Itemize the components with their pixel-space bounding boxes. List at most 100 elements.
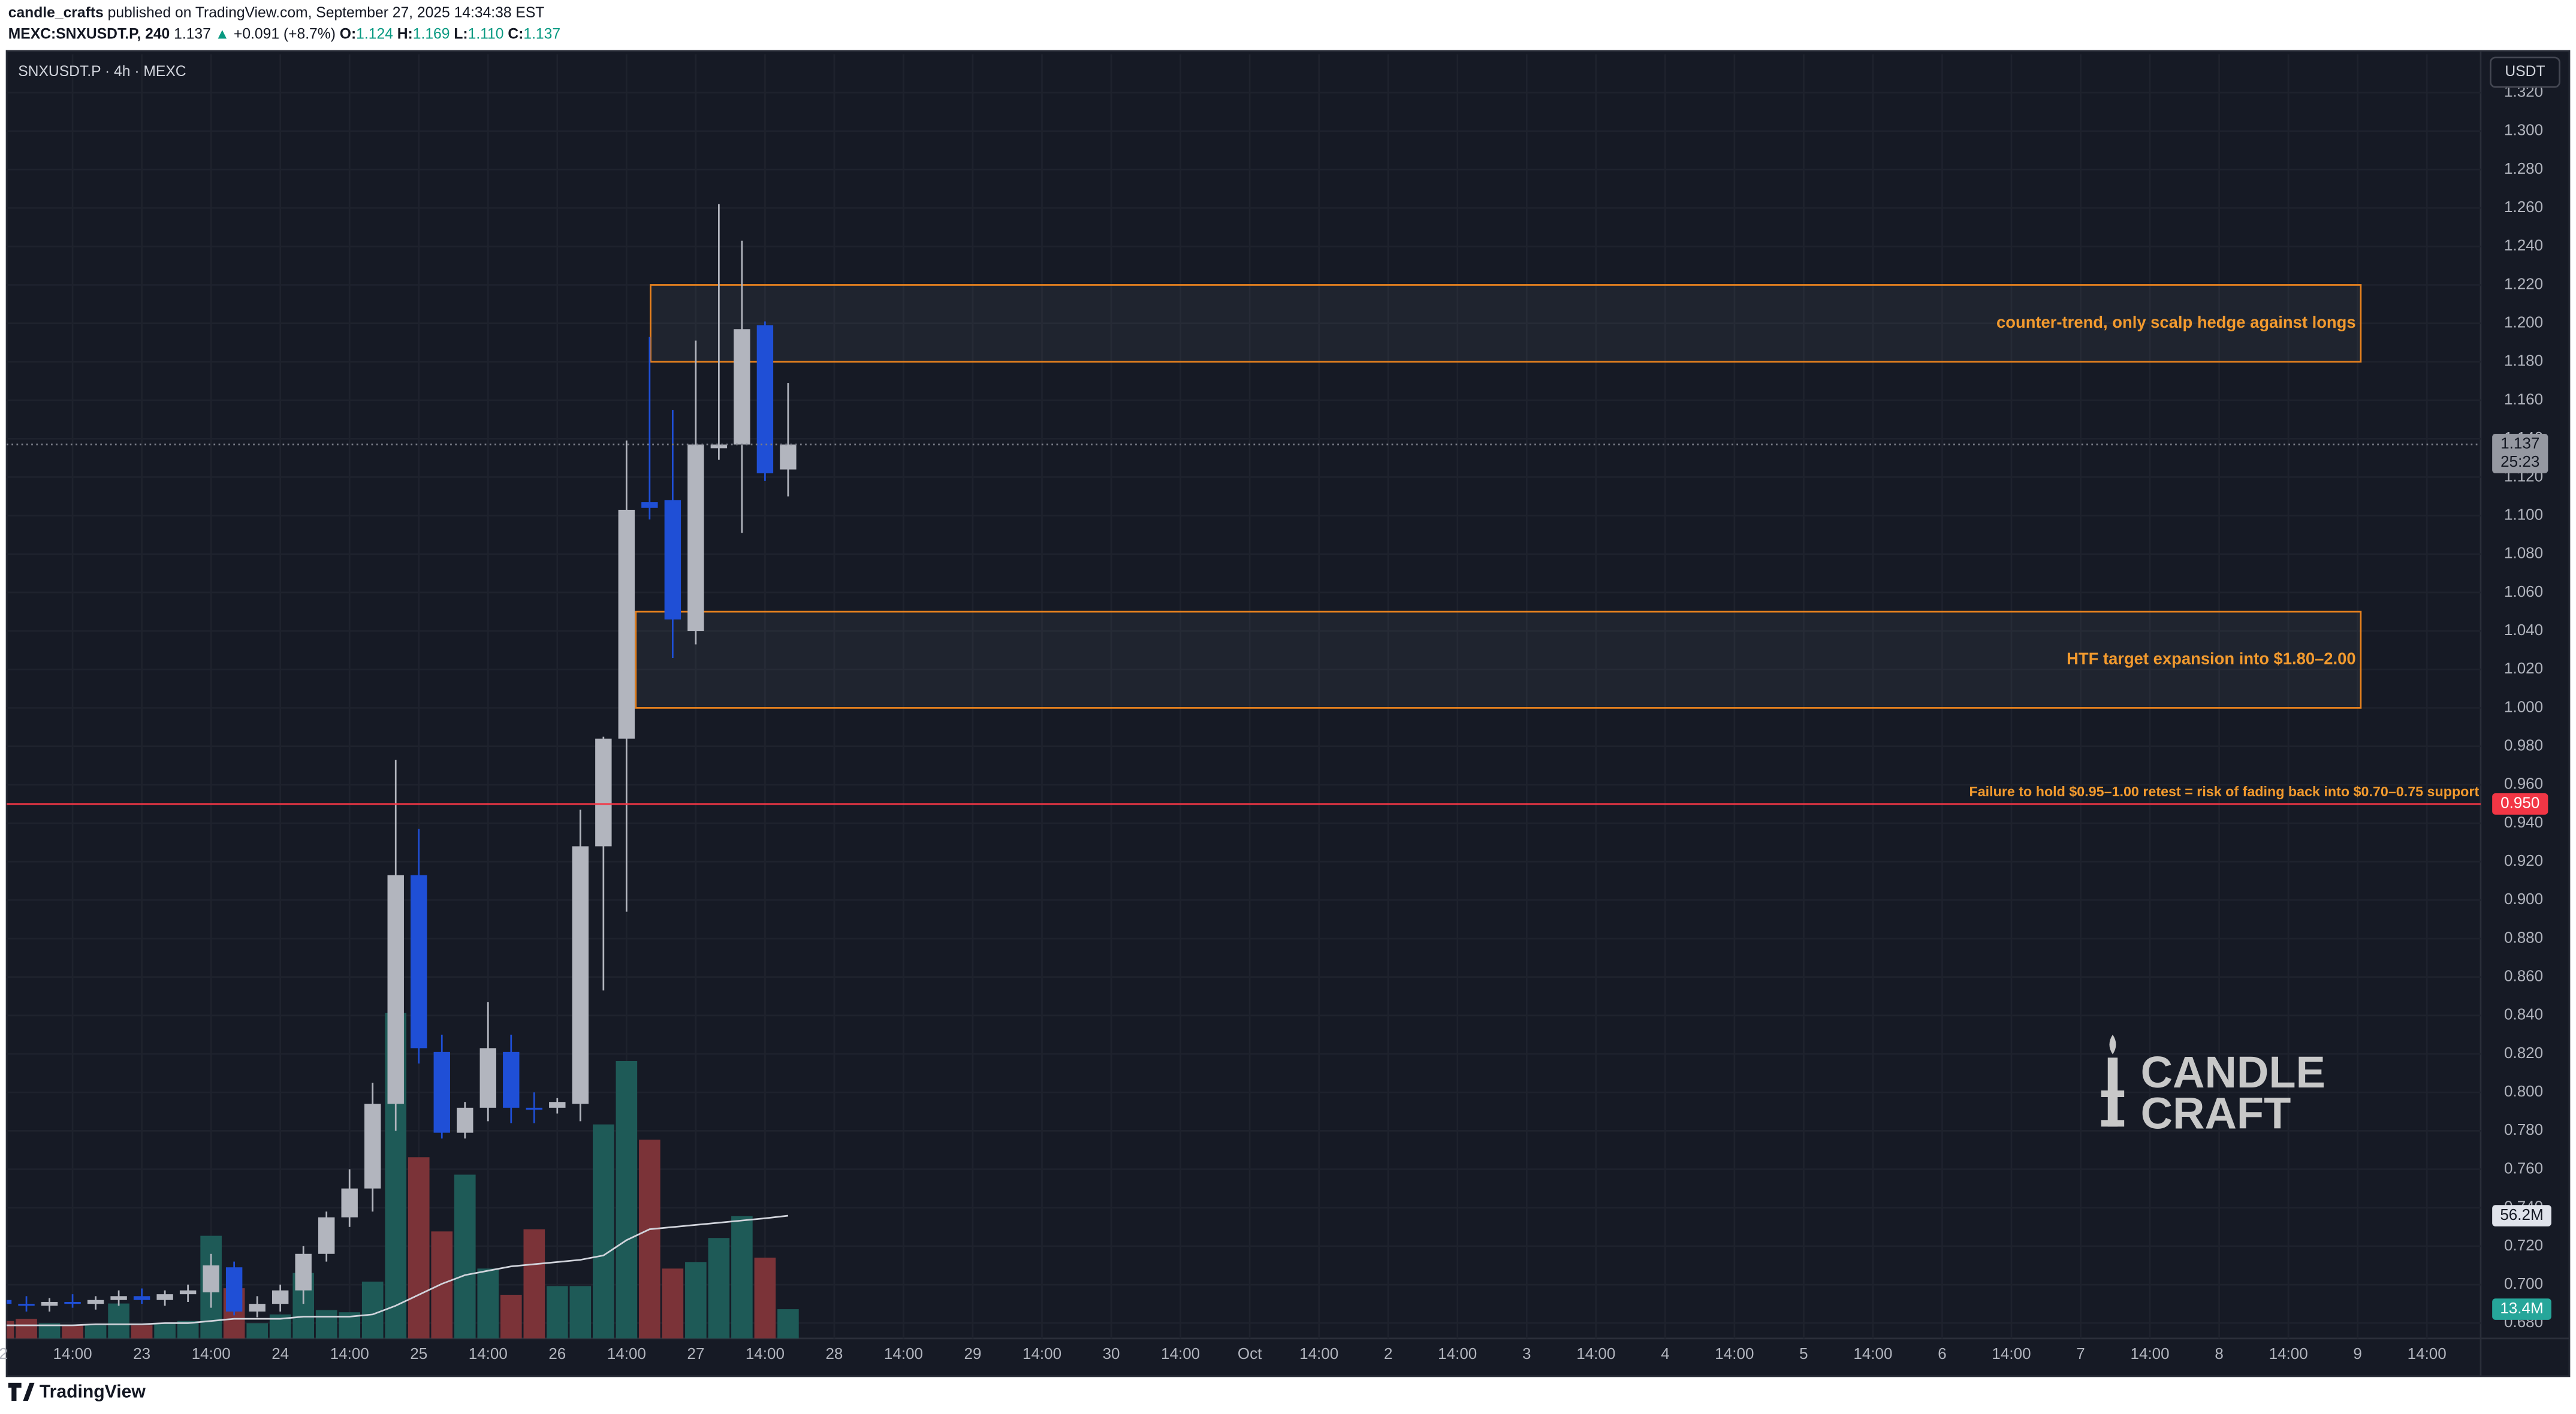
x-tick-label: 26 — [548, 1344, 566, 1362]
y-tick-label: 0.900 — [2504, 890, 2543, 908]
volume-bar — [639, 1140, 660, 1339]
zone-annotation: counter-trend, only scalp hedge against … — [1996, 313, 2356, 331]
candle-body — [503, 1052, 520, 1108]
close-label: C: — [508, 26, 523, 42]
high-label: H: — [397, 26, 413, 42]
watermark-text: CANDLE — [2141, 1047, 2325, 1097]
y-tick-label: 1.200 — [2504, 313, 2543, 331]
low-label: L: — [454, 26, 467, 42]
candle-body — [526, 1107, 542, 1110]
volume-ma-label: 56.2M — [2500, 1205, 2543, 1223]
volume-bar — [108, 1303, 129, 1339]
footer-logo — [8, 1382, 35, 1401]
header-line-2: MEXC:SNXUSDT.P, 240 1.137 ▲ +0.091 (+8.7… — [8, 26, 560, 42]
volume-bar — [708, 1238, 730, 1339]
y-tick-label: 1.080 — [2504, 544, 2543, 562]
candle-body — [780, 444, 797, 470]
x-tick-label: 2 — [0, 1344, 8, 1362]
candle-body — [756, 325, 774, 473]
candle-body — [18, 1304, 35, 1306]
x-tick-label: 14:00 — [2408, 1344, 2447, 1362]
author: candle_crafts — [8, 4, 104, 20]
y-tick-label: 1.060 — [2504, 582, 2543, 600]
volume-bar — [85, 1325, 107, 1339]
watermark: CANDLE CRAFT — [2101, 1034, 2325, 1138]
arrow: ▲ — [215, 26, 230, 42]
volume-bar — [154, 1323, 176, 1339]
candle-body — [734, 329, 750, 445]
x-tick-label: 14:00 — [1438, 1344, 1477, 1362]
x-tick-label: 29 — [964, 1344, 982, 1362]
y-tick-label: 1.300 — [2504, 121, 2543, 139]
candle-body — [272, 1290, 289, 1304]
published: published on TradingView.com, September … — [108, 4, 545, 20]
x-tick-label: 14:00 — [192, 1344, 231, 1362]
x-tick-label: 6 — [1938, 1344, 1946, 1362]
candle-body — [618, 509, 635, 739]
level-label: 0.950 — [2500, 794, 2539, 812]
candle-body — [641, 502, 658, 508]
x-tick-label: 2 — [1384, 1344, 1392, 1362]
volume-bar — [685, 1262, 707, 1339]
candle-body — [572, 846, 589, 1104]
x-tick-label: 28 — [825, 1344, 843, 1362]
x-tick-label: 14:00 — [1715, 1344, 1754, 1362]
level-annotation: Failure to hold $0.95–1.00 retest = risk… — [1969, 784, 2480, 799]
y-tick-label: 0.760 — [2504, 1159, 2543, 1177]
candle-body — [664, 500, 681, 620]
x-tick-label: 27 — [687, 1344, 704, 1362]
candle-body — [433, 1052, 450, 1133]
y-tick-label: 0.940 — [2504, 813, 2543, 831]
volume-bar — [593, 1124, 614, 1339]
last-price-box — [2492, 434, 2548, 473]
countdown: 25:23 — [2500, 452, 2539, 470]
y-tick-label: 1.020 — [2504, 659, 2543, 677]
volume-bar — [777, 1309, 799, 1339]
low-value: 1.110 — [468, 26, 504, 42]
header-line-1: candle_crafts published on TradingView.c… — [8, 4, 545, 20]
footer-brand: TradingView — [40, 1382, 146, 1401]
x-tick-label: 7 — [2076, 1344, 2085, 1362]
candle-body — [179, 1290, 197, 1295]
y-tick-label: 0.820 — [2504, 1044, 2543, 1062]
candle-body — [249, 1304, 266, 1312]
volume-bar — [569, 1286, 592, 1339]
currency[interactable]: USDT — [2505, 64, 2545, 80]
volume-bar — [408, 1157, 430, 1339]
y-tick-label: 1.220 — [2504, 274, 2543, 292]
y-tick-label: 0.960 — [2504, 775, 2543, 793]
y-tick-label: 1.180 — [2504, 352, 2543, 370]
footer: TradingView — [8, 1382, 146, 1401]
candle-body — [133, 1296, 150, 1300]
close-value: 1.137 — [523, 26, 560, 42]
x-tick-label: 3 — [1522, 1344, 1531, 1362]
candle-body — [41, 1301, 58, 1306]
y-tick-label: 0.720 — [2504, 1236, 2543, 1254]
currency-button[interactable] — [2490, 56, 2560, 88]
volume-bar — [523, 1229, 545, 1339]
y-tick-label: 1.260 — [2504, 198, 2543, 216]
x-tick-label: 14:00 — [746, 1344, 785, 1362]
x-tick-label: 14:00 — [1161, 1344, 1200, 1362]
candle-body — [364, 1104, 381, 1189]
candle-body — [549, 1102, 566, 1108]
x-tick-label: 14:00 — [53, 1344, 92, 1362]
y-tick-label: 1.240 — [2504, 236, 2543, 254]
volume-bar — [477, 1268, 499, 1339]
x-tick-label: 30 — [1103, 1344, 1120, 1362]
x-tick-label: 24 — [272, 1344, 289, 1362]
zone — [650, 284, 2362, 363]
y-tick-label: 0.840 — [2504, 1005, 2543, 1023]
candle-body — [318, 1217, 335, 1254]
y-tick-label: 1.000 — [2504, 697, 2543, 715]
candle-body — [595, 738, 612, 847]
symbol: MEXC:SNXUSDT.P, 240 — [8, 26, 170, 42]
y-tick-label: 0.860 — [2504, 967, 2543, 985]
y-tick-label: 0.880 — [2504, 928, 2543, 946]
y-tick-label: 1.160 — [2504, 390, 2543, 408]
volume-bar — [454, 1174, 476, 1339]
candle-body — [87, 1300, 104, 1304]
watermark-text: CRAFT — [2141, 1088, 2291, 1138]
x-tick-label: 14:00 — [1853, 1344, 1892, 1362]
